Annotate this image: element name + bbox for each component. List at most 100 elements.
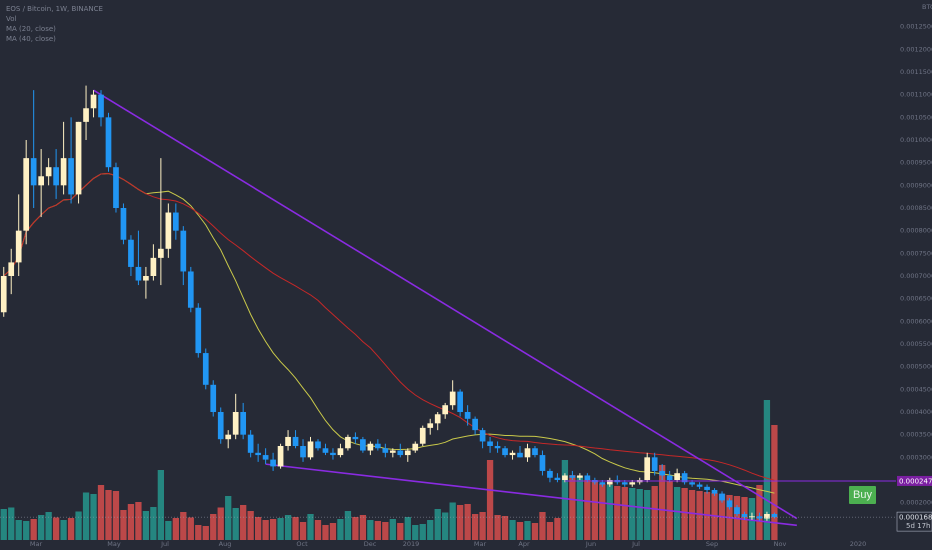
candle-body xyxy=(621,482,628,485)
price-tick-label: 0.0003000 xyxy=(900,453,932,461)
volume-bars xyxy=(0,400,778,540)
volume-bar xyxy=(397,523,404,540)
candle-body xyxy=(30,158,37,186)
candle-body xyxy=(606,480,613,485)
volume-bar xyxy=(457,505,464,540)
candle-body xyxy=(577,475,583,478)
buy-button[interactable]: Buy xyxy=(849,486,876,504)
price-tick-label: 0.0011500 xyxy=(900,68,932,76)
candle-body xyxy=(562,475,568,480)
candle-body xyxy=(539,455,546,471)
candle-body xyxy=(442,405,449,415)
candle-body xyxy=(502,448,508,456)
resistance-tag-bg xyxy=(897,475,932,486)
volume-bar xyxy=(509,520,516,540)
candle-body xyxy=(464,412,471,419)
candle-body xyxy=(764,514,770,519)
price-tick-label: 0.0005500 xyxy=(900,340,932,348)
chart-legend: EOS / Bitcoin, 1W, BINANCE Vol MA (20, c… xyxy=(6,4,103,44)
volume-bar xyxy=(763,400,771,540)
candle-body xyxy=(247,434,254,453)
axis-currency-label: BTC xyxy=(922,3,932,11)
candle-body xyxy=(719,493,725,501)
time-tick-label: Apr xyxy=(518,540,530,548)
candle-body xyxy=(651,457,658,471)
candle-body xyxy=(547,470,553,478)
time-tick-label: Jul xyxy=(160,540,169,548)
candle-body xyxy=(135,266,142,281)
candlesticks xyxy=(0,85,778,521)
candle-body xyxy=(68,158,74,195)
volume-bar xyxy=(180,512,187,540)
candle-body xyxy=(569,475,576,478)
price-tick-label: 0.0005000 xyxy=(900,363,932,371)
countdown-label: 5d 17h xyxy=(906,522,930,530)
volume-bar xyxy=(344,511,352,540)
volume-bar xyxy=(599,484,606,540)
price-tick-label: 0.0006500 xyxy=(900,295,932,303)
volume-bar xyxy=(546,522,554,540)
volume-bar xyxy=(449,502,456,540)
time-tick-label: 2019 xyxy=(403,540,420,548)
candle-body xyxy=(704,486,710,490)
volume-bar xyxy=(217,507,224,540)
volume-bar xyxy=(165,521,172,540)
candle-body xyxy=(105,117,112,168)
upper-trendline xyxy=(93,89,798,520)
volume-bar xyxy=(105,490,112,540)
volume-bar xyxy=(262,520,269,540)
candle-body xyxy=(726,500,733,508)
candle-body xyxy=(449,391,456,406)
current-price-tag: 0.00016815d 17h xyxy=(896,511,932,532)
volume-bar xyxy=(531,523,539,540)
candle-body xyxy=(749,516,755,518)
candle-body xyxy=(629,482,636,485)
candle-body xyxy=(120,208,127,240)
volume-bar xyxy=(644,490,651,540)
volume-bar xyxy=(157,470,165,540)
volume-bar xyxy=(621,487,628,540)
volume-bar xyxy=(374,521,381,540)
candle-body xyxy=(15,230,22,263)
volume-bar xyxy=(636,489,643,540)
volume-bar xyxy=(412,525,419,540)
volume-bar xyxy=(8,507,15,540)
candle-body xyxy=(150,257,157,276)
volume-bar xyxy=(486,460,494,540)
time-tick-label: Sep xyxy=(706,540,718,548)
price-tick-label: 0.0007000 xyxy=(900,272,932,280)
time-tick-label: Aug xyxy=(219,540,232,548)
candle-body xyxy=(0,276,7,313)
candle-body xyxy=(45,167,52,177)
volume-bar xyxy=(187,517,194,540)
volume-bar xyxy=(554,518,561,540)
volume-bar xyxy=(524,521,531,540)
candle-body xyxy=(8,262,15,276)
volume-bar xyxy=(352,517,359,540)
price-tick-label: 0.0003500 xyxy=(900,431,932,439)
candle-body xyxy=(434,414,441,424)
candle-body xyxy=(217,412,224,440)
volume-bar xyxy=(771,425,778,540)
candle-body xyxy=(262,455,269,460)
candle-body xyxy=(180,230,187,272)
price-tick-label: 0.0004500 xyxy=(900,385,932,393)
candle-body xyxy=(689,482,695,485)
candle-body xyxy=(427,423,434,428)
volume-bar xyxy=(30,519,37,540)
volume-bar xyxy=(120,510,127,540)
candle-body xyxy=(382,448,389,453)
candle-body xyxy=(367,443,374,451)
volume-bar xyxy=(464,504,471,540)
volume-bar xyxy=(494,515,501,540)
candle-body xyxy=(53,167,59,186)
candle-body xyxy=(741,514,748,518)
price-tick-label: 0.0006000 xyxy=(900,317,932,325)
time-tick-label: Jun xyxy=(585,540,596,548)
candle-body xyxy=(404,450,411,456)
candle-body xyxy=(277,446,284,467)
volume-bar xyxy=(434,509,441,540)
volume-bar xyxy=(329,523,337,540)
volume-bar xyxy=(277,518,284,540)
